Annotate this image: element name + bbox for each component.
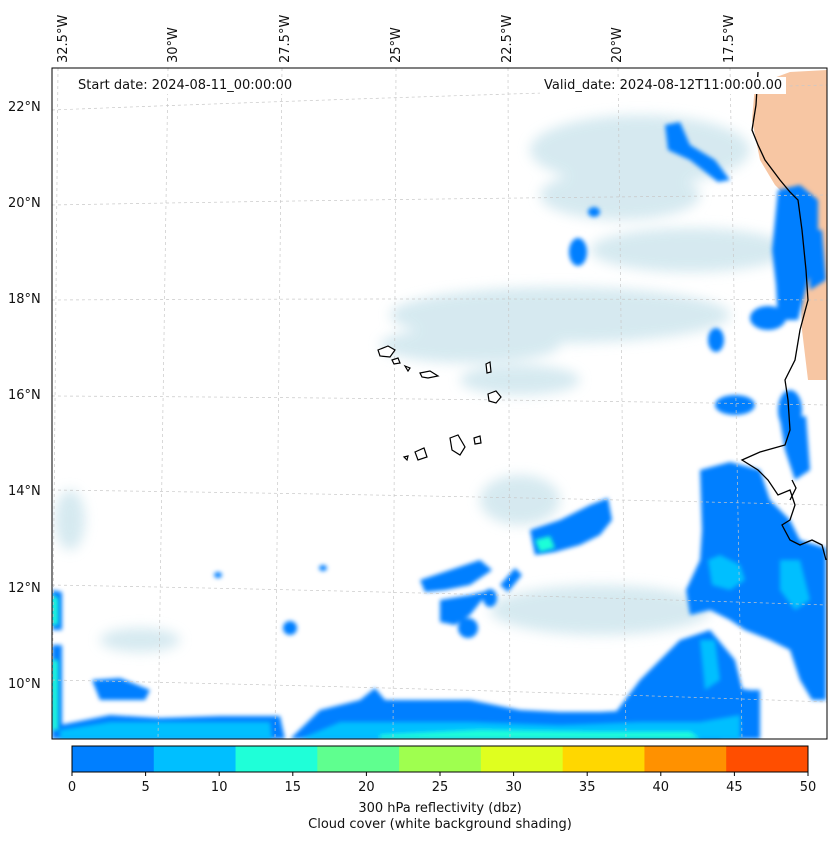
cloud-cover-layer xyxy=(55,115,790,652)
lon-tick-label: 22.5°W xyxy=(500,15,515,63)
colorbar-tick-label: 35 xyxy=(579,780,596,795)
start-date-label: Start date: 2024-08-11_00:00:00 xyxy=(74,77,297,94)
colorbar-segment xyxy=(399,746,482,772)
lat-tick-label: 18°N xyxy=(8,292,41,307)
lat-tick-label: 20°N xyxy=(8,196,41,211)
colorbar-segment xyxy=(562,746,645,772)
colorbar-tick-label: 15 xyxy=(285,780,302,795)
colorbar-tick-label: 30 xyxy=(505,780,522,795)
lon-tick-label: 32.5°W xyxy=(56,15,71,63)
cape-verde-islands xyxy=(377,345,502,462)
colorbar-tick-label: 5 xyxy=(141,780,149,795)
lon-tick-label: 25°W xyxy=(389,27,404,63)
map-border xyxy=(51,67,828,740)
reflectivity-strong-layer xyxy=(52,536,810,739)
colorbar-tick-label: 40 xyxy=(653,780,670,795)
colorbar-segment xyxy=(153,746,237,772)
colorbar-tick-label: 25 xyxy=(432,780,449,795)
colorbar-label-line2: Cloud cover (white background shading) xyxy=(308,817,572,832)
lat-tick-label: 12°N xyxy=(8,581,41,596)
colorbar-segment xyxy=(644,746,727,772)
colorbar-segment xyxy=(235,746,318,772)
colorbar-segment xyxy=(317,746,400,772)
lon-tick-label: 27.5°W xyxy=(278,15,293,63)
land-shading xyxy=(752,70,827,380)
longitude-labels: 32.5°W 30°W 27.5°W 25°W 22.5°W 20°W 17.5… xyxy=(56,15,737,63)
lon-tick-label: 20°W xyxy=(610,27,625,63)
latitude-labels: 22°N 20°N 18°N 16°N 14°N 12°N 10°N xyxy=(8,100,41,692)
graticule xyxy=(52,68,827,739)
colorbar: 0 5 10 15 20 25 30 35 40 45 50 xyxy=(68,745,817,795)
map-background xyxy=(52,68,827,739)
lat-tick-label: 22°N xyxy=(8,100,41,115)
colorbar-title: 300 hPa reflectivity (dbz) Cloud cover (… xyxy=(72,801,808,833)
coastline xyxy=(740,71,827,561)
lon-tick-label: 30°W xyxy=(166,27,181,63)
valid-date-label: Valid_date: 2024-08-12T11:00:00.00 xyxy=(540,77,787,94)
colorbar-tick-label: 20 xyxy=(358,780,375,795)
lat-tick-label: 10°N xyxy=(8,677,41,692)
colorbar-segment xyxy=(72,746,155,772)
colorbar-segment xyxy=(480,746,564,772)
colorbar-tick-label: 0 xyxy=(68,780,76,795)
lat-tick-label: 16°N xyxy=(8,388,41,403)
colorbar-tick-label: 10 xyxy=(211,780,228,795)
lon-tick-label: 17.5°W xyxy=(722,15,737,63)
lat-tick-label: 14°N xyxy=(8,484,41,499)
colorbar-tick-label: 50 xyxy=(800,780,817,795)
colorbar-label-line1: 300 hPa reflectivity (dbz) xyxy=(358,801,522,816)
colorbar-tick-label: 45 xyxy=(726,780,743,795)
colorbar-segment xyxy=(726,746,809,772)
